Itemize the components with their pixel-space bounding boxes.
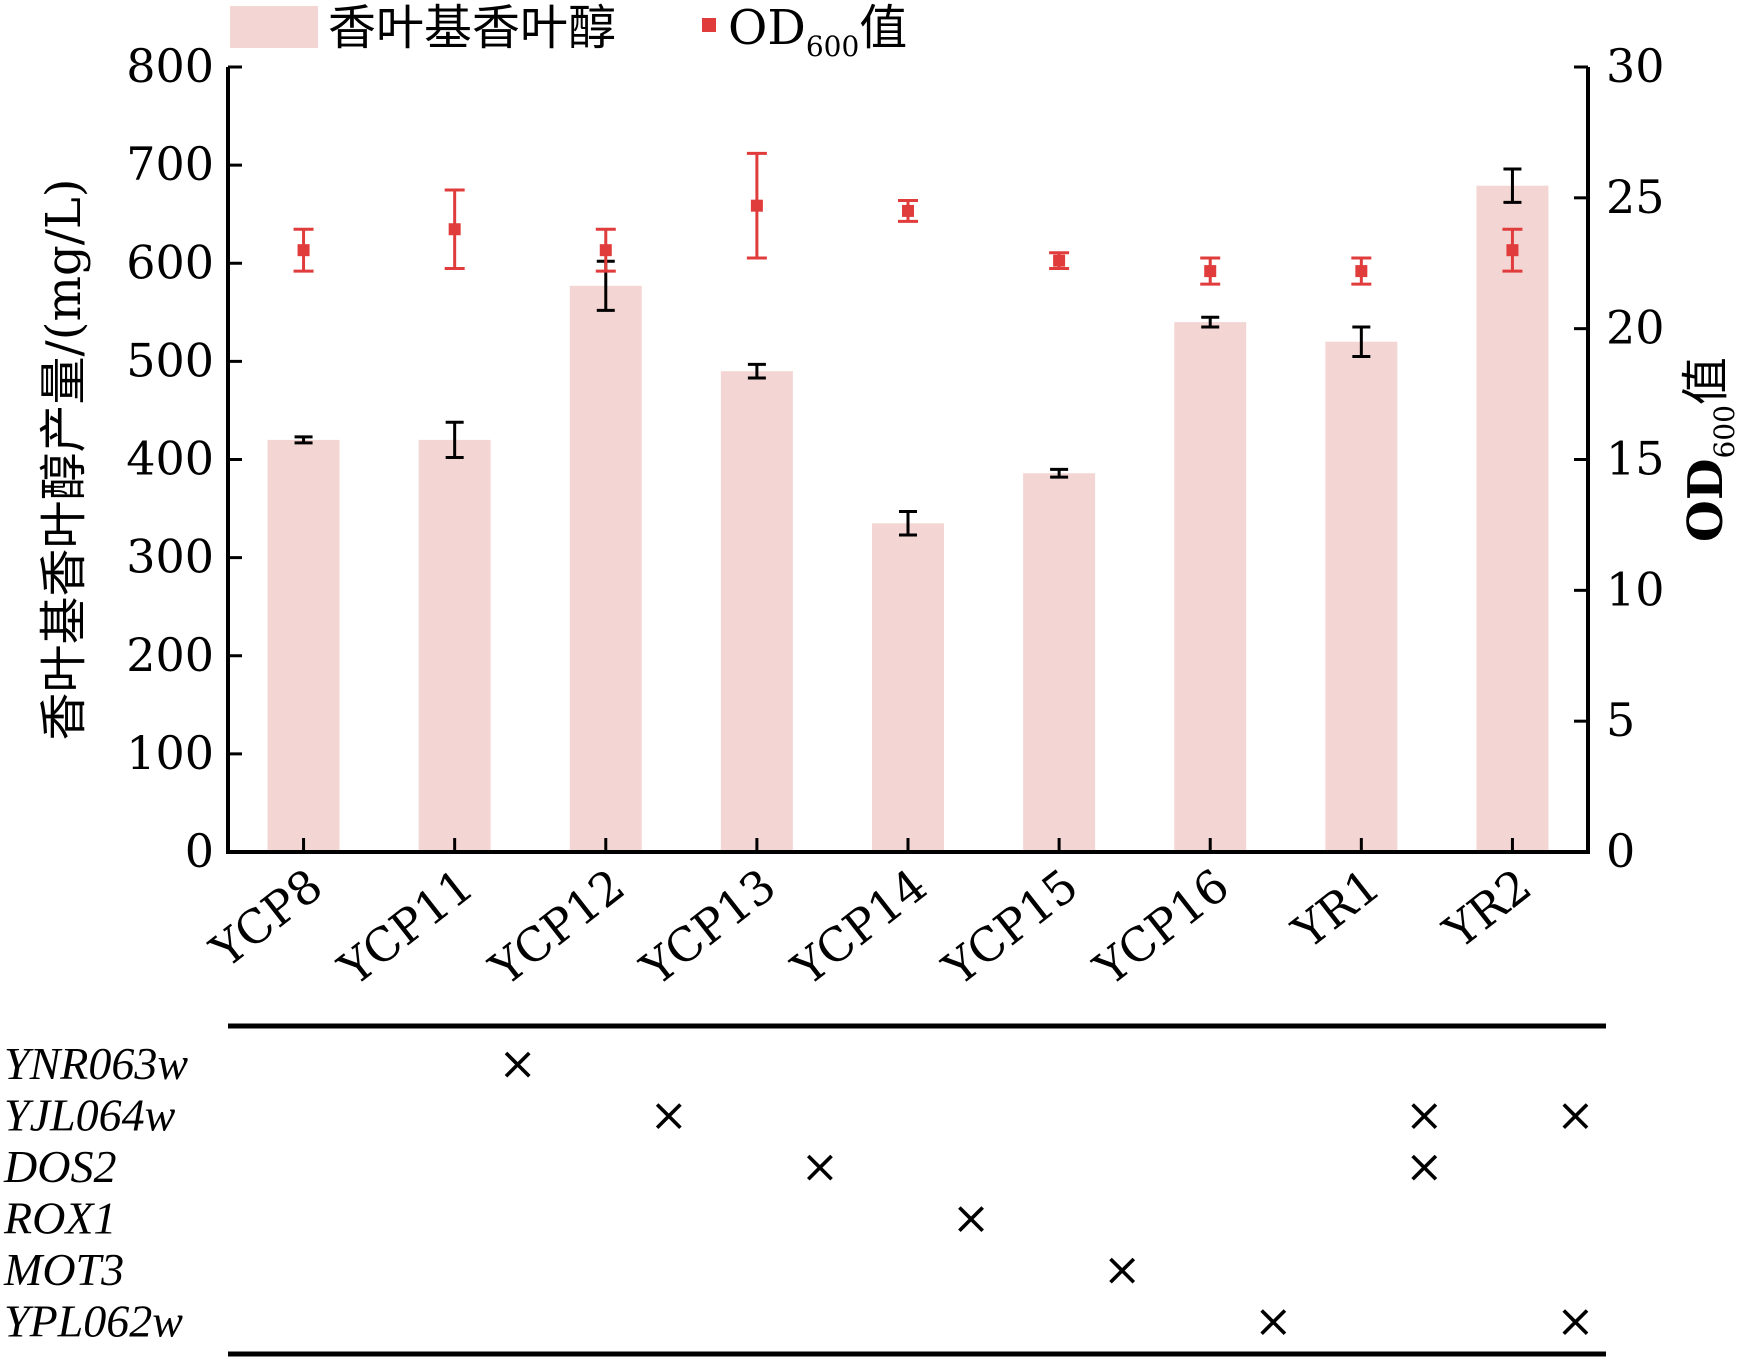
legend-label-od-main: OD	[728, 0, 806, 56]
bar-YCP13	[720, 371, 793, 852]
y-tick-label-500: 500	[126, 333, 214, 387]
y2-tick-label-0: 0	[1606, 824, 1635, 878]
bar-error-YCP16	[1201, 315, 1220, 329]
bars-layer	[267, 185, 1549, 853]
bar-error-YR2	[1503, 167, 1522, 204]
x-tick-label-YR1: YR1	[1282, 858, 1390, 959]
bar-error-YCP13	[747, 362, 766, 380]
gene-label-YJL064w: YJL064w	[4, 1090, 176, 1141]
y-tick-label-400: 400	[126, 432, 214, 486]
bar-error-YCP11	[445, 420, 464, 460]
knockout-mark-YJL064w-YR2: ×	[1556, 1088, 1595, 1142]
knockout-mark-YPL062w-YCP16: ×	[1254, 1294, 1293, 1348]
bar-YCP12	[569, 285, 642, 853]
y-tick-label-200: 200	[126, 628, 214, 682]
od-point-YCP14	[902, 204, 914, 217]
knockout-mark-MOT3-YCP15: ×	[1103, 1242, 1142, 1296]
knockout-mark-DOS2-YCP13: ×	[801, 1139, 840, 1193]
od-point-YCP16	[1204, 265, 1217, 278]
x-tick-label-YR2: YR2	[1433, 858, 1541, 959]
od-point-YCP13	[750, 199, 763, 212]
bar-error-YCP15	[1050, 467, 1069, 479]
knockout-mark-YNR063w-YCP11: ×	[498, 1036, 537, 1090]
y2-tick-label-30: 30	[1606, 39, 1665, 93]
x-tick-label-YCP13: YCP13	[630, 858, 786, 996]
bar-YCP16	[1174, 322, 1247, 852]
y2-axis-label-suffix: 值	[1678, 357, 1734, 405]
od-point-YR2	[1506, 244, 1519, 257]
y2-tick-label-25: 25	[1606, 170, 1665, 224]
x-tick-label-YCP12: YCP12	[479, 858, 635, 996]
y-axis-label: 香叶基香叶醇产量/(mg/L)	[36, 179, 92, 741]
knockout-mark-DOS2-YR1: ×	[1405, 1139, 1444, 1193]
bar-YCP15	[1023, 473, 1096, 852]
bar-YCP8	[267, 439, 340, 852]
bar-error-YCP8	[294, 435, 313, 445]
knockout-table: YNR063w ×YJL064w × × ×DOS2 × ×ROX1 ×MOT3 ×YPL062…	[3, 1023, 1606, 1357]
y-tick-label-0: 0	[185, 824, 214, 878]
bar-YCP11	[418, 439, 491, 852]
x-tick-label-YCP8: YCP8	[200, 858, 333, 978]
bar-YCP14	[872, 523, 944, 852]
gene-label-YNR063w: YNR063w	[4, 1038, 188, 1089]
y2-tick-label-10: 10	[1606, 562, 1665, 616]
y2-tick-label-20: 20	[1606, 301, 1665, 355]
gene-label-MOT3: MOT3	[3, 1244, 124, 1295]
knockout-mark-YJL064w-YCP12: ×	[650, 1088, 689, 1142]
legend-label-bar: 香叶基香叶醇	[328, 0, 616, 56]
y-tick-label-600: 600	[126, 235, 214, 289]
legend: 香叶基香叶醇 OD600值	[230, 0, 907, 63]
x-tick-label-YCP16: YCP16	[1083, 858, 1239, 996]
bar-error-YCP14	[899, 510, 917, 537]
x-tick-label-YCP11: YCP11	[328, 858, 484, 996]
y2-tick-label-15: 15	[1606, 432, 1665, 486]
od-point-YCP15	[1053, 254, 1066, 267]
gene-label-YPL062w: YPL062w	[4, 1296, 183, 1347]
y-tick-label-300: 300	[126, 530, 214, 584]
y-tick-label-800: 800	[126, 39, 214, 93]
bar-error-YR1	[1352, 325, 1371, 358]
od-point-YCP8	[297, 244, 310, 257]
knockout-mark-YPL062w-YR2: ×	[1556, 1294, 1595, 1348]
legend-swatch-od	[702, 18, 716, 32]
y2-axis-label-main: OD	[1678, 459, 1734, 542]
legend-label-od-suffix: 值	[859, 0, 907, 56]
error-bars-layer	[294, 167, 1522, 537]
gene-label-ROX1: ROX1	[3, 1193, 116, 1244]
legend-swatch-bar	[230, 6, 318, 48]
od-point-YR1	[1355, 265, 1368, 278]
knockout-mark-ROX1-YCP14: ×	[952, 1191, 991, 1245]
y-tick-label-700: 700	[126, 137, 214, 191]
y2-axis-label-sub: 600	[1708, 405, 1741, 458]
legend-label-od-sub: 600	[806, 30, 859, 63]
od-point-YCP11	[448, 223, 461, 236]
bar-YR1	[1325, 341, 1398, 852]
knockout-mark-YJL064w-YR1: ×	[1405, 1088, 1444, 1142]
y-tick-label-100: 100	[126, 726, 214, 780]
y2-axis-label: OD600值	[1678, 357, 1741, 542]
x-tick-label-YCP15: YCP15	[932, 858, 1088, 996]
od-points-layer	[293, 151, 1523, 286]
bar-YR2	[1476, 185, 1549, 852]
y2-tick-label-5: 5	[1606, 693, 1635, 747]
legend-label-od: OD600值	[728, 0, 907, 63]
gene-label-DOS2: DOS2	[3, 1141, 116, 1192]
x-tick-label-YCP14: YCP14	[781, 858, 937, 996]
od-point-YCP12	[599, 244, 612, 257]
